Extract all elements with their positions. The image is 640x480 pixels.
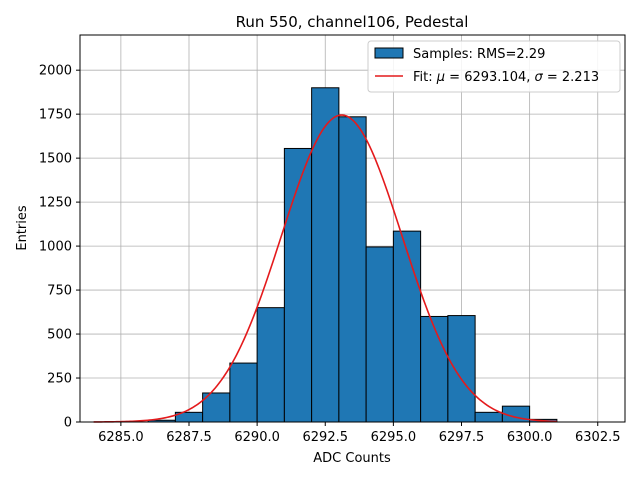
x-tick-label: 6297.5 xyxy=(439,430,485,445)
legend: Samples: RMS=2.29 Fit: μ = 6293.104, σ =… xyxy=(367,40,621,93)
legend-fit-sigma-value: = 2.213 xyxy=(543,70,599,85)
histogram-bar xyxy=(474,411,503,423)
histogram-bar xyxy=(256,307,285,423)
x-tick-label: 6295.0 xyxy=(371,430,417,445)
histogram-bar xyxy=(202,392,231,423)
y-tick-label: 1000 xyxy=(39,240,72,255)
gaussian-fit-curve xyxy=(93,114,557,423)
plot-area-frame xyxy=(79,34,626,423)
x-tick-label: 6292.5 xyxy=(303,430,349,445)
histogram-bar xyxy=(420,315,449,423)
legend-fit-prefix: Fit: xyxy=(413,70,437,85)
legend-box xyxy=(367,40,621,93)
x-axis-label: ADC Counts xyxy=(313,451,391,466)
x-tick-label: 6302.5 xyxy=(575,430,621,445)
legend-label-fit: Fit: μ = 6293.104, σ = 2.213 xyxy=(413,70,599,85)
histogram-bar xyxy=(392,230,422,423)
legend-swatch-histogram xyxy=(374,47,404,59)
histogram-bars xyxy=(147,87,558,423)
y-tick-label: 1250 xyxy=(39,196,72,211)
legend-fit-mu-symbol: μ xyxy=(436,70,445,85)
histogram-bar xyxy=(283,147,313,423)
histogram-bar xyxy=(229,362,258,423)
x-axis-ticks: 6285.0 6287.5 6290.0 6292.5 6295.0 6297.5 6300… xyxy=(98,422,621,445)
x-tick-label: 6285.0 xyxy=(98,430,144,445)
y-tick-label: 750 xyxy=(47,284,72,299)
y-tick-label: 0 xyxy=(64,416,72,431)
y-axis-label: Entries xyxy=(15,205,30,251)
histogram-bar xyxy=(365,246,394,423)
legend-fit-sigma-symbol: σ xyxy=(535,70,544,85)
histogram-bar xyxy=(338,116,367,423)
legend-fit-mu-value: = 6293.104, xyxy=(445,70,534,85)
x-tick-label: 6287.5 xyxy=(166,430,212,445)
histogram-bar xyxy=(311,87,340,423)
x-tick-label: 6290.0 xyxy=(234,430,280,445)
legend-label-histogram: Samples: RMS=2.29 xyxy=(413,47,545,62)
chart-title: Run 550, channel106, Pedestal xyxy=(236,13,469,31)
y-tick-label: 250 xyxy=(47,372,72,387)
y-tick-label: 1500 xyxy=(39,152,72,167)
y-axis-ticks: 0 250 500 750 1000 1250 1500 1750 2000 xyxy=(39,64,80,431)
y-tick-label: 1750 xyxy=(39,108,72,123)
histogram-bar xyxy=(447,315,476,423)
y-tick-label: 500 xyxy=(47,328,72,343)
y-tick-label: 2000 xyxy=(39,64,72,79)
x-tick-label: 6300.0 xyxy=(507,430,553,445)
